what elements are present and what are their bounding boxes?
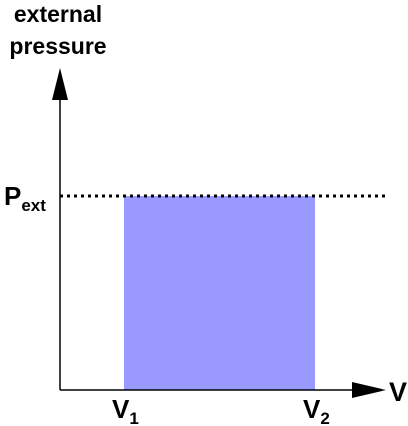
x-axis-label: V [389,377,407,407]
x-axis-arrowhead [352,382,386,398]
v1-label: V1 [112,394,139,426]
v2-label-main: V [303,394,321,424]
work-area [124,196,315,390]
pressure-label-main: P [4,181,21,211]
y-axis-label-line1: external [14,1,102,27]
v1-label-main: V [112,394,130,424]
v2-label: V2 [303,394,330,426]
pressure-label-sub: ext [21,196,46,215]
v1-label-sub: 1 [129,409,138,426]
y-axis-arrowhead [52,68,68,100]
pressure-label: Pext [4,181,46,215]
y-axis-label-line2: pressure [9,33,106,59]
v2-label-sub: 2 [320,409,329,426]
